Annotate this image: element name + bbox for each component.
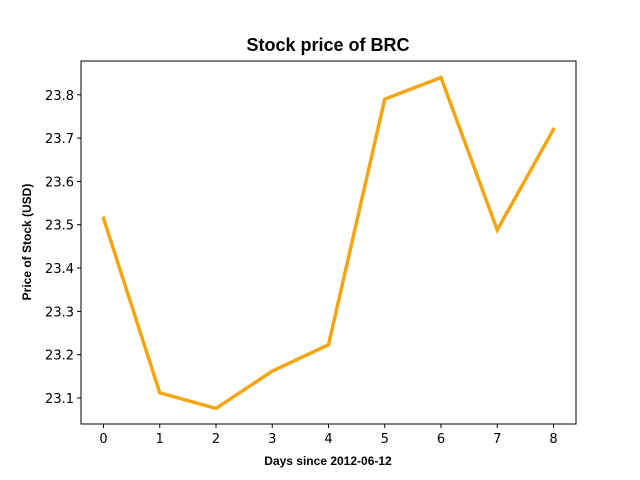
- x-tick-label: 8: [549, 432, 557, 447]
- x-tick-label: 6: [437, 432, 445, 447]
- plot-frame: [80, 60, 577, 425]
- x-tick-label: 4: [324, 432, 332, 447]
- x-tick-label: 2: [212, 432, 220, 447]
- chart-title: Stock price of BRC: [246, 35, 409, 55]
- x-tick-label: 3: [268, 432, 276, 447]
- x-axis-label: Days since 2012-06-12: [264, 454, 392, 468]
- x-tick-label: 7: [493, 432, 501, 447]
- x-tick-label: 5: [381, 432, 389, 447]
- y-tick-label: 23.4: [45, 262, 74, 277]
- plot-area: 0 1 2 3 4 5 6 7 8 23.1 23.2 23.3 23.4 23.5 23.6 23.7 23.…: [45, 60, 577, 447]
- series-line-0: [101, 75, 556, 411]
- x-tick-label: 1: [156, 432, 164, 447]
- y-tick-label: 23.1: [45, 392, 74, 407]
- y-tick-label: 23.7: [45, 132, 74, 147]
- y-tick-label: 23.5: [45, 219, 74, 234]
- y-tick-label: 23.3: [45, 305, 74, 320]
- y-tick-label: 23.6: [45, 175, 74, 190]
- x-tick-label: 0: [99, 432, 107, 447]
- y-tick-label: 23.8: [45, 89, 74, 104]
- y-tick-label: 23.2: [45, 349, 74, 364]
- y-axis-label: Price of Stock (USD): [20, 184, 34, 301]
